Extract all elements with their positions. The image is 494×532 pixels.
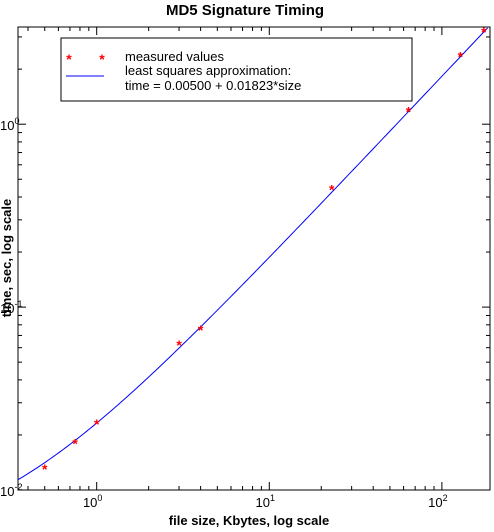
x-tick-exponent: 0: [97, 493, 102, 503]
data-point: *: [94, 416, 100, 432]
legend-entry-measured: measured values: [125, 49, 224, 64]
legend-marker-symbol: *: [99, 51, 105, 67]
x-tick-label: 100: [83, 493, 102, 510]
x-axis-label: file size, Kbytes, log scale: [169, 513, 329, 528]
data-point: *: [458, 48, 464, 64]
legend-entry-fit: least squares approximation:: [125, 63, 291, 78]
data-point: *: [72, 435, 78, 451]
chart-title: MD5 Signature Timing: [166, 2, 324, 19]
plot-frame: [17, 26, 491, 491]
y-tick-label: 100: [0, 116, 19, 133]
y-tick-exponent: 0: [14, 116, 19, 126]
data-point: *: [42, 461, 48, 477]
legend: * * measured values least squares approx…: [60, 37, 413, 102]
legend-equation: time = 0.00500 + 0.01823*size: [125, 78, 301, 93]
data-point: *: [481, 24, 487, 40]
y-tick-exponent: -1: [14, 299, 22, 309]
x-tick-label: 102: [428, 493, 447, 510]
y-axis-label: time, sec, log scale: [0, 199, 14, 318]
data-point: *: [329, 181, 335, 197]
x-tick-exponent: 2: [443, 493, 448, 503]
data-point: *: [176, 337, 182, 353]
measured-values-series: * * * * * * * * *: [42, 24, 487, 477]
legend-box: [60, 37, 413, 102]
x-tick-exponent: 1: [270, 493, 275, 503]
fit-line-series: [17, 27, 489, 481]
fit-line: [17, 27, 489, 481]
y-tick-exponent: -2: [14, 482, 22, 492]
data-point: *: [406, 104, 412, 120]
legend-marker-symbol: *: [66, 51, 72, 67]
y-tick-label: 10-2: [0, 482, 22, 499]
data-point: *: [198, 322, 204, 338]
x-tick-label: 101: [256, 493, 275, 510]
